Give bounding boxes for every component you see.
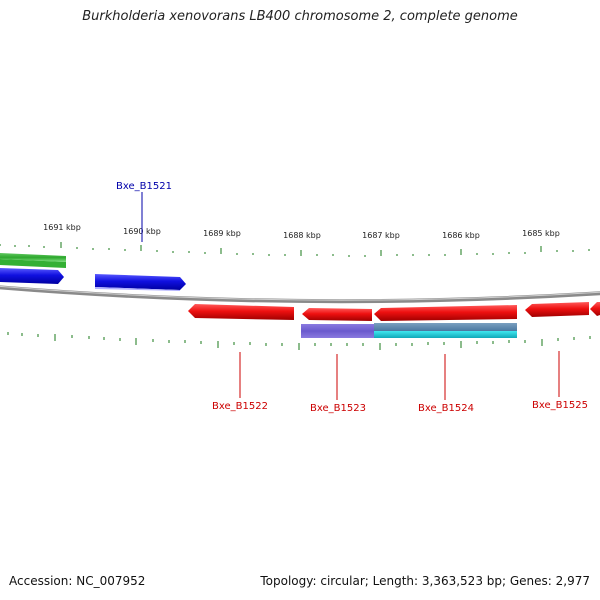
gene-arrow-reverse[interactable] bbox=[590, 302, 600, 316]
gene-arrow-bxe-b1522[interactable] bbox=[188, 304, 294, 320]
rna-feature[interactable] bbox=[0, 259, 66, 268]
feature-bar-steel[interactable] bbox=[374, 323, 517, 331]
gene-label-bxe-b1525[interactable]: Bxe_B1525 bbox=[532, 400, 588, 411]
title: Burkholderia xenovorans LB400 chromosome… bbox=[82, 9, 518, 24]
gene-label-bxe-b1523[interactable]: Bxe_B1523 bbox=[310, 403, 366, 414]
gene-arrow-bxe-b1523[interactable] bbox=[302, 308, 372, 321]
ruler-label: 1689 kbp bbox=[203, 229, 241, 238]
gene-label-bxe-b1521[interactable]: Bxe_B1521 bbox=[116, 181, 172, 192]
summary-label: Topology: circular; Length: 3,363,523 bp… bbox=[260, 574, 590, 588]
inner-tick-ring bbox=[7, 332, 591, 350]
outer-tick-ring bbox=[0, 242, 590, 257]
gene-arrow-bxe-b1525[interactable] bbox=[525, 302, 589, 317]
ruler-label: 1687 kbp bbox=[362, 231, 400, 240]
gene-arrow-forward-shadow bbox=[95, 287, 180, 291]
gene-arrow-bxe-b1521[interactable] bbox=[95, 274, 186, 290]
chromosome-backbone-highlight bbox=[0, 285, 600, 301]
ruler-label: 1691 kbp bbox=[43, 223, 81, 232]
feature-bar-cyan[interactable] bbox=[374, 331, 517, 338]
gene-label-bxe-b1522[interactable]: Bxe_B1522 bbox=[212, 401, 268, 412]
ruler-label: 1688 kbp bbox=[283, 231, 321, 240]
feature-bar-purple[interactable] bbox=[301, 324, 374, 338]
ruler-labels: 1691 kbp 1690 kbp 1689 kbp 1688 kbp 1687… bbox=[43, 223, 560, 240]
gene-label-bxe-b1524[interactable]: Bxe_B1524 bbox=[418, 403, 474, 414]
ruler-label: 1686 kbp bbox=[442, 231, 480, 240]
chromosome-backbone bbox=[0, 285, 600, 304]
gene-arrow-forward[interactable] bbox=[0, 268, 64, 284]
gene-arrow-bxe-b1524[interactable] bbox=[374, 305, 517, 321]
ruler-label: 1685 kbp bbox=[522, 229, 560, 238]
accession-label: Accession: NC_007952 bbox=[9, 574, 146, 588]
